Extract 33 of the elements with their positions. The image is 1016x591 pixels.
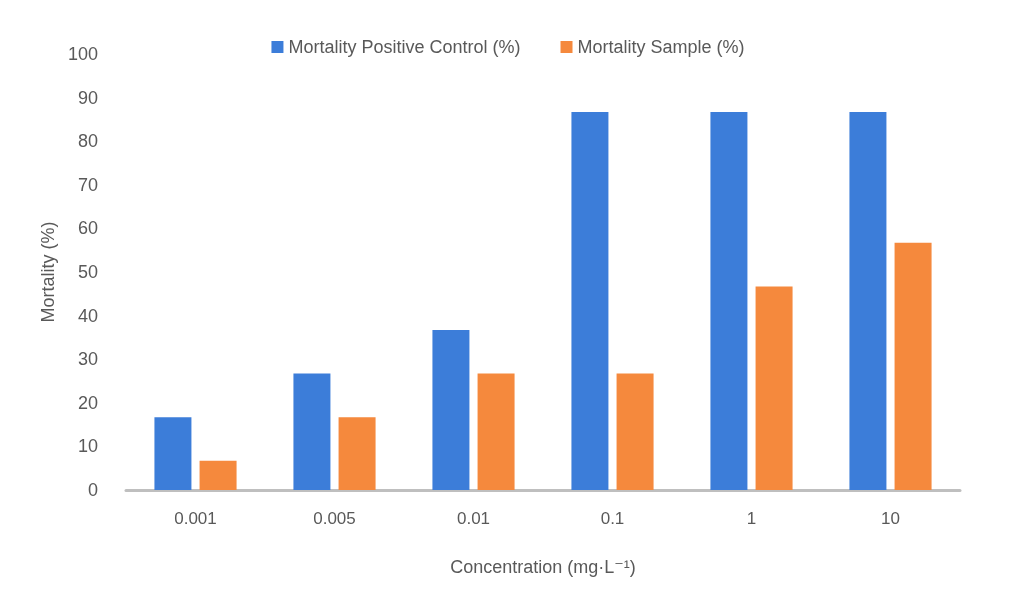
y-tick-label: 30 xyxy=(77,349,98,370)
y-tick-label: 0 xyxy=(87,480,98,500)
x-tick-label: 1 xyxy=(746,509,757,528)
x-tick-label: 0.005 xyxy=(313,509,356,528)
legend-label: Mortality Positive Control (%) xyxy=(288,37,521,57)
bar xyxy=(154,417,192,490)
x-tick-label: 0.001 xyxy=(174,509,217,528)
y-tick-label: 100 xyxy=(67,44,98,64)
legend-label: Mortality Sample (%) xyxy=(577,37,745,57)
y-tick-label: 20 xyxy=(77,392,98,413)
y-axis-title: Mortality (%) xyxy=(38,221,59,323)
y-tick-label: 40 xyxy=(77,305,98,326)
bar xyxy=(293,373,331,490)
bar xyxy=(849,111,887,490)
bar xyxy=(894,242,932,490)
bar xyxy=(571,111,609,490)
y-tick-label: 60 xyxy=(77,218,98,239)
x-axis-title: Concentration (mg·L⁻¹) xyxy=(450,557,636,577)
y-tick-label: 50 xyxy=(77,262,98,282)
y-tick-label: 70 xyxy=(77,174,98,195)
bar xyxy=(199,460,237,490)
bar xyxy=(710,111,748,490)
y-tick-label: 90 xyxy=(77,87,98,108)
x-tick-label: 0.1 xyxy=(600,509,625,528)
bar xyxy=(755,286,793,490)
bar xyxy=(616,373,654,490)
x-tick-label: 10 xyxy=(881,509,900,528)
x-tick-label: 0.01 xyxy=(456,509,491,528)
bar xyxy=(477,373,515,490)
y-tick-label: 80 xyxy=(77,131,98,152)
y-tick-label: 10 xyxy=(77,436,98,457)
bar xyxy=(338,417,376,490)
bar xyxy=(432,329,470,490)
